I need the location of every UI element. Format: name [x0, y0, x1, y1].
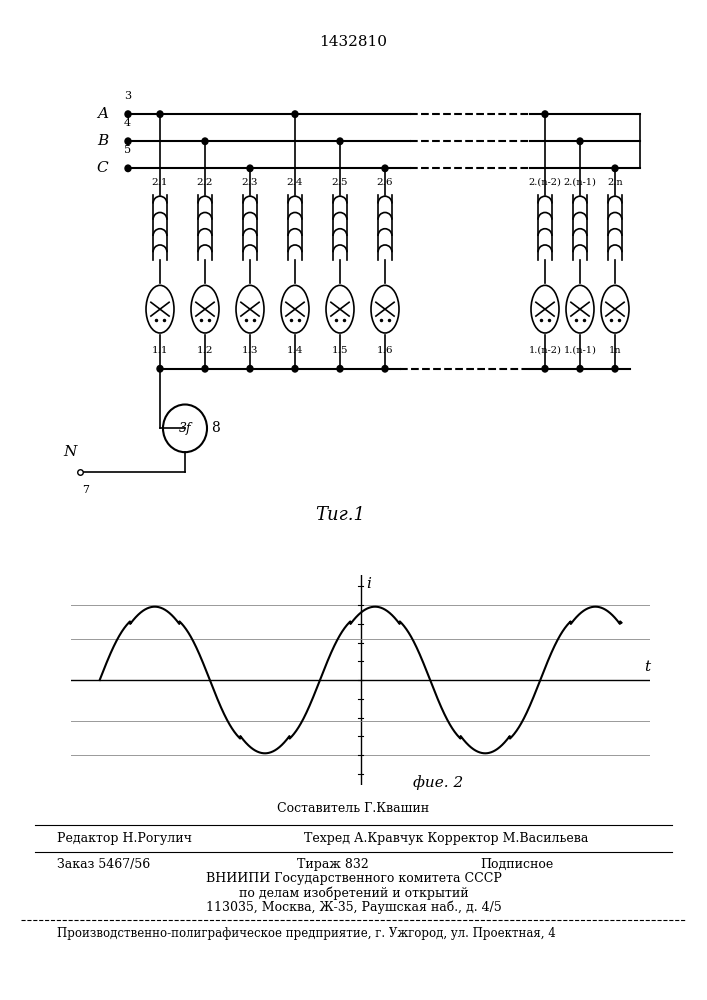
Text: 7: 7	[83, 485, 90, 495]
Circle shape	[202, 365, 208, 372]
Text: 1n: 1n	[609, 346, 621, 355]
Text: 2.3: 2.3	[242, 178, 258, 187]
Text: 1.3: 1.3	[242, 346, 258, 355]
Text: 1.2: 1.2	[197, 346, 214, 355]
Text: 113035, Москва, Ж-35, Раушская наб., д. 4/5: 113035, Москва, Ж-35, Раушская наб., д. …	[206, 900, 501, 914]
Circle shape	[157, 111, 163, 117]
Text: Заказ 5467/56: Заказ 5467/56	[57, 858, 150, 871]
Text: i: i	[366, 577, 371, 591]
Text: B: B	[97, 134, 108, 148]
Text: Подписное: Подписное	[481, 858, 554, 871]
Circle shape	[337, 365, 343, 372]
Text: 1.5: 1.5	[332, 346, 349, 355]
Text: 2.(n-2): 2.(n-2)	[529, 178, 561, 187]
Circle shape	[202, 138, 208, 144]
Text: 2.4: 2.4	[287, 178, 303, 187]
Text: A: A	[97, 107, 108, 121]
Text: Τиг.1: Τиг.1	[315, 506, 365, 524]
Circle shape	[157, 365, 163, 372]
Text: 3f: 3f	[179, 422, 192, 435]
Text: по делам изобретений и открытий: по делам изобретений и открытий	[239, 886, 468, 900]
Circle shape	[382, 165, 388, 172]
Circle shape	[542, 111, 548, 117]
Text: фие. 2: фие. 2	[413, 775, 464, 790]
Circle shape	[247, 165, 253, 172]
Text: 1432810: 1432810	[320, 35, 387, 49]
Circle shape	[292, 365, 298, 372]
Circle shape	[577, 365, 583, 372]
Text: 1.1: 1.1	[152, 346, 168, 355]
Text: 1.6: 1.6	[377, 346, 393, 355]
Text: Производственно-полиграфическое предприятие, г. Ужгород, ул. Проектная, 4: Производственно-полиграфическое предприя…	[57, 927, 555, 940]
Text: 8: 8	[211, 421, 220, 435]
Text: 2.5: 2.5	[332, 178, 349, 187]
Circle shape	[125, 165, 131, 172]
Text: 5: 5	[124, 145, 131, 155]
Text: 1.4: 1.4	[287, 346, 303, 355]
Circle shape	[247, 365, 253, 372]
Text: 2.6: 2.6	[377, 178, 393, 187]
Circle shape	[577, 138, 583, 144]
Circle shape	[612, 165, 618, 172]
Text: 4: 4	[124, 118, 131, 128]
Circle shape	[542, 365, 548, 372]
Text: 3: 3	[124, 91, 131, 101]
Circle shape	[612, 365, 618, 372]
Text: 2.(n-1): 2.(n-1)	[563, 178, 597, 187]
Text: 2.1: 2.1	[152, 178, 168, 187]
Text: Тираж 832: Тираж 832	[297, 858, 368, 871]
Text: t: t	[644, 660, 650, 674]
Text: Техред А.Кравчук Корректор М.Васильева: Техред А.Кравчук Корректор М.Васильева	[304, 832, 588, 845]
Text: 1.(n-2): 1.(n-2)	[529, 346, 561, 355]
Circle shape	[125, 138, 131, 144]
Circle shape	[337, 138, 343, 144]
Text: 2.n: 2.n	[607, 178, 623, 187]
Text: Редактор Н.Рогулич: Редактор Н.Рогулич	[57, 832, 192, 845]
Text: Составитель Г.Квашин: Составитель Г.Квашин	[277, 802, 430, 815]
Circle shape	[382, 365, 388, 372]
Text: N: N	[64, 445, 76, 459]
Text: C: C	[96, 161, 108, 175]
Circle shape	[125, 111, 131, 117]
Text: 1.(n-1): 1.(n-1)	[563, 346, 597, 355]
Circle shape	[292, 111, 298, 117]
Text: 2.2: 2.2	[197, 178, 214, 187]
Text: ВНИИПИ Государственного комитета СССР: ВНИИПИ Государственного комитета СССР	[206, 872, 501, 885]
